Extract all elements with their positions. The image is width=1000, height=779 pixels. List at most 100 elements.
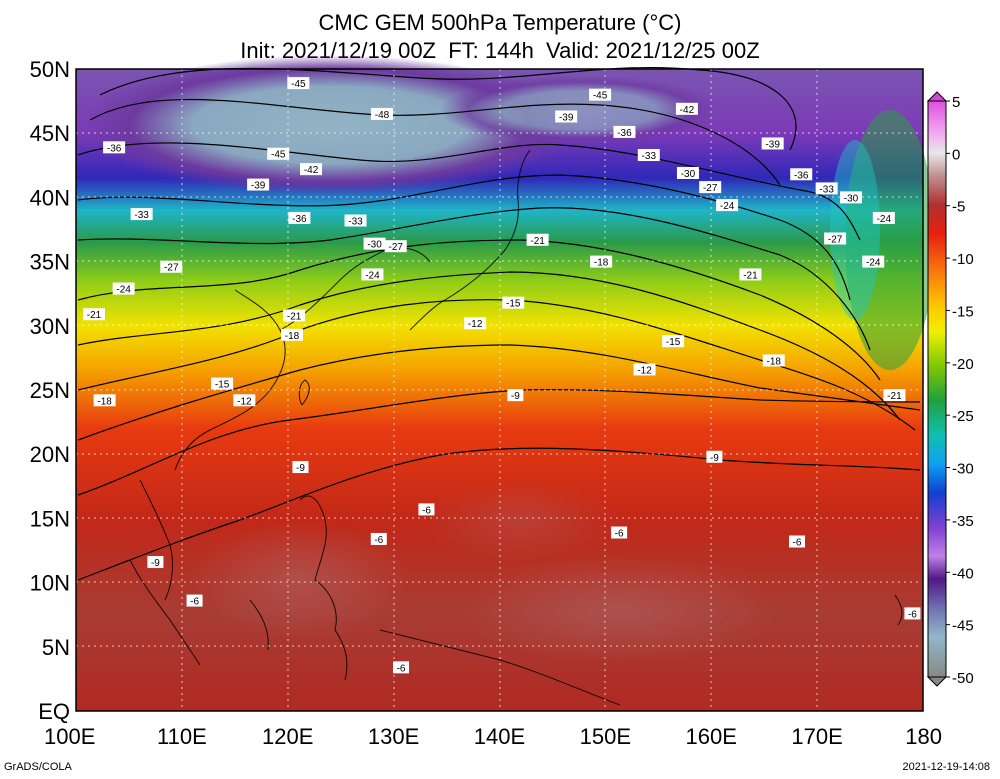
lon-tick-label: 100E xyxy=(44,724,95,749)
colorbar-tick-label: -45 xyxy=(952,618,974,635)
contour-label-box xyxy=(862,255,885,268)
contour-label: -27 xyxy=(828,234,843,245)
contour-label-box xyxy=(675,102,698,115)
contour-label: -24 xyxy=(365,270,380,281)
contour-label: -30 xyxy=(844,193,859,204)
contour-labels: -45-48-45-42-39-36-36-45 -33-42-39-30 -36-… xyxy=(82,77,921,674)
contour-label: -24 xyxy=(877,214,892,225)
contour-label: -18 xyxy=(285,331,300,342)
colorbar-tick-label: -15 xyxy=(952,303,974,320)
contour-label-box xyxy=(384,240,407,253)
colorbar-tick-label: -10 xyxy=(952,251,974,268)
contour-label-box xyxy=(589,88,612,101)
colorbar-tick-label: -50 xyxy=(952,670,974,687)
contour-label: -45 xyxy=(593,91,608,102)
contour-label-box xyxy=(283,309,306,322)
contour-label: -36 xyxy=(617,128,632,139)
colorbar-tick-label: 0 xyxy=(952,146,960,163)
lat-tick-label: 45N xyxy=(30,121,70,146)
lat-tick-label: 5N xyxy=(42,635,70,660)
software-credit: GrADS/COLA xyxy=(4,761,72,773)
contour-label-box xyxy=(611,526,628,539)
contour-label-box xyxy=(762,354,785,367)
lat-tick-label: 40N xyxy=(30,185,70,210)
lon-tick-label: 170E xyxy=(791,724,842,749)
lat-tick-label: 35N xyxy=(30,250,70,275)
contour-label-box xyxy=(464,317,487,330)
contour-label: -21 xyxy=(530,236,545,247)
contour-label: -6 xyxy=(793,538,802,549)
warm-patch xyxy=(190,520,410,640)
contour-label: -33 xyxy=(819,184,834,195)
contour-label: -18 xyxy=(594,258,609,269)
contour-label-box xyxy=(790,168,813,181)
colorbar-tick-label: -20 xyxy=(952,356,974,373)
contour-label-box xyxy=(633,363,656,376)
contour-label: -27 xyxy=(164,263,179,274)
lat-tick-label: 20N xyxy=(30,442,70,467)
contour-label-box xyxy=(370,107,393,120)
contour-label: -42 xyxy=(304,165,319,176)
contour-label: -39 xyxy=(559,113,574,124)
contour-label: -36 xyxy=(794,170,809,181)
contour-label-box xyxy=(300,163,323,176)
cold-core-region-east xyxy=(440,75,720,145)
contour-label: -33 xyxy=(642,151,657,162)
colorbar-tick-label: 5 xyxy=(952,94,960,111)
contour-label-box xyxy=(502,296,525,309)
colorbar-tick-label: -40 xyxy=(952,565,974,582)
contour-label: -12 xyxy=(637,365,652,376)
contour-label-box xyxy=(555,110,578,123)
contour-label: -30 xyxy=(367,240,382,251)
contour-label-box xyxy=(287,77,310,90)
contour-label-box xyxy=(103,141,126,154)
lon-tick-label: 130E xyxy=(368,724,419,749)
contour-label-box xyxy=(883,389,906,402)
contour-label: -9 xyxy=(511,391,520,402)
contour-label-box xyxy=(292,461,309,474)
contour-label: -6 xyxy=(908,609,917,620)
green-tongue-east xyxy=(845,110,935,370)
contour-label: -9 xyxy=(296,463,305,474)
contour-label: -18 xyxy=(766,356,781,367)
lon-tick-label: 180 xyxy=(905,724,942,749)
contour-label: -6 xyxy=(615,529,624,540)
colorbar: 5 0 -5 -10 -15 -20 -25 -30 -35 -40 -45 -50 xyxy=(926,91,974,687)
contour-label: -12 xyxy=(468,319,483,330)
contour-label-box xyxy=(393,661,410,674)
colorbar-tick-label: -25 xyxy=(952,408,974,425)
contour-label-box xyxy=(211,377,234,390)
contour-label-box xyxy=(824,232,847,245)
contour-label: -36 xyxy=(107,143,122,154)
contour-label-box xyxy=(93,394,116,407)
contour-label-box xyxy=(370,532,387,545)
contour-label: -15 xyxy=(215,380,230,391)
lat-tick-label: EQ xyxy=(38,699,70,724)
contour-label-box xyxy=(288,211,311,224)
contour-label: -24 xyxy=(720,201,735,212)
contour-label-box xyxy=(872,211,895,224)
contour-label: -39 xyxy=(251,181,266,192)
contour-label: -30 xyxy=(681,169,696,180)
colorbar-top-arrow xyxy=(926,91,948,102)
contour-label: -6 xyxy=(374,535,383,546)
contour-label: -45 xyxy=(291,79,306,90)
contour-label-box xyxy=(904,607,921,620)
contour-label: -21 xyxy=(743,270,758,281)
contour-label: -12 xyxy=(237,396,252,407)
contour-label-box xyxy=(147,556,164,569)
contour-label-box xyxy=(526,233,549,246)
contour-label-box xyxy=(112,282,135,295)
contour-label-box xyxy=(815,182,838,195)
contour-label-box xyxy=(590,255,613,268)
colorbar-tick-label: -30 xyxy=(952,461,974,478)
contour-label: -6 xyxy=(190,597,199,608)
contour-label: -9 xyxy=(151,558,160,569)
colorbar-bottom-arrow xyxy=(926,676,948,687)
contour-label-box xyxy=(361,268,384,281)
contour-label-box xyxy=(247,178,270,191)
contour-label-box xyxy=(706,450,723,463)
contour-label: -48 xyxy=(375,110,390,121)
contour-label-box xyxy=(761,137,784,150)
